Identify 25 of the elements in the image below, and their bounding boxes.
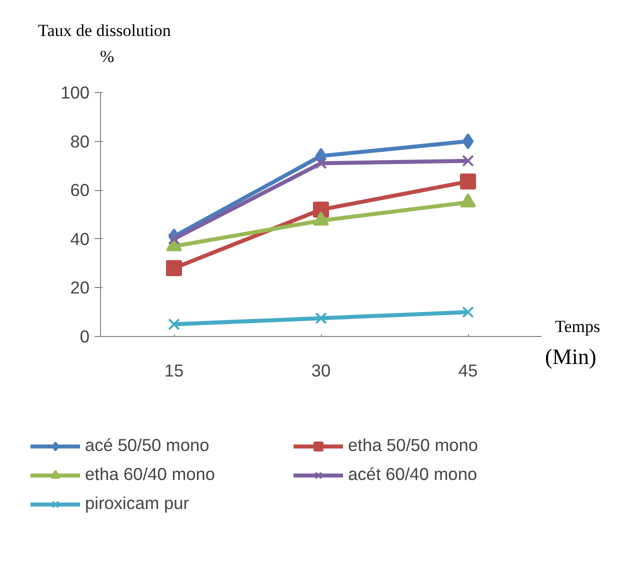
x-axis-title: Temps (Min) (545, 316, 600, 371)
legend-label: etha 60/40 mono (85, 464, 216, 485)
point (462, 306, 474, 318)
x-tick-label: 30 (311, 360, 331, 380)
point (313, 202, 329, 218)
point (462, 154, 474, 167)
point (462, 133, 474, 150)
point (315, 312, 327, 324)
point (460, 174, 476, 190)
y-tick-label: 80 (70, 131, 90, 152)
point (166, 260, 182, 276)
point (168, 318, 180, 330)
y-axis-title: Taux de dissolution % (38, 20, 171, 68)
legend-label: piroxicam pur (85, 493, 190, 514)
legend-label: etha 50/50 mono (348, 435, 480, 456)
legend-label: acé 50/50 mono (85, 435, 210, 456)
point (315, 157, 327, 170)
y-tick-label: 20 (70, 278, 90, 298)
legend-label: acét 60/40 mono (348, 464, 478, 485)
x-tick-label: 45 (458, 360, 478, 380)
x-tick-label: 15 (164, 360, 184, 380)
y-tick-label: 100 (60, 82, 90, 102)
y-tick-label: 0 (80, 326, 90, 346)
y-tick-label: 40 (70, 228, 90, 249)
y-tick-label: 60 (70, 180, 90, 200)
